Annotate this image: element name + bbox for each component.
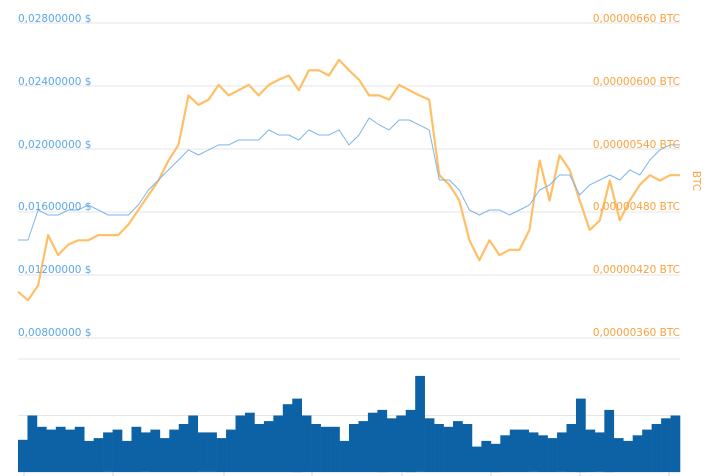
volume-bar xyxy=(623,440,634,472)
volume-bar xyxy=(547,438,558,472)
volume-bar xyxy=(159,438,170,472)
volume-bar xyxy=(169,429,180,472)
volume-bar xyxy=(509,429,520,472)
volume-bar xyxy=(207,432,217,472)
volume-bar xyxy=(339,440,350,472)
right-tick-label: 0,00000480 BTC xyxy=(593,201,680,213)
volume-bar xyxy=(632,435,643,472)
volume-bar xyxy=(642,429,652,472)
volume-bar xyxy=(65,429,76,472)
volume-bar xyxy=(528,432,539,472)
volume-bar xyxy=(566,424,577,472)
volume-bar xyxy=(604,409,615,473)
volume-bars xyxy=(18,375,681,473)
volume-bar xyxy=(320,426,331,472)
volume-bar xyxy=(443,426,454,472)
volume-bar xyxy=(661,418,671,472)
right-tick-label: 0,00000420 BTC xyxy=(593,264,680,276)
left-tick-label: 0,02800000 $ xyxy=(18,13,91,25)
volume-bar xyxy=(405,409,416,473)
left-tick-label: 0,02400000 $ xyxy=(18,76,91,88)
volume-bar xyxy=(263,421,274,472)
volume-bar xyxy=(27,415,38,472)
volume-bar xyxy=(519,429,529,472)
right-axis-title: BTC xyxy=(690,171,702,191)
volume-bar xyxy=(36,426,47,472)
volume-bar xyxy=(93,438,104,472)
right-tick-label: 0,00000540 BTC xyxy=(593,139,680,151)
volume-bar xyxy=(424,418,435,472)
volume-bar xyxy=(122,440,132,472)
volume-bar xyxy=(594,432,605,472)
volume-bar xyxy=(670,415,681,472)
volume-bar xyxy=(216,438,227,472)
volume-bar xyxy=(557,432,567,472)
volume-bar xyxy=(301,415,312,472)
right-tick-label: 0,00000660 BTC xyxy=(593,13,680,25)
volume-bar xyxy=(330,426,340,472)
volume-bar xyxy=(74,426,85,472)
volume-bar xyxy=(481,440,492,472)
volume-bar xyxy=(585,429,596,472)
volume-bar xyxy=(490,443,501,473)
volume-bar xyxy=(358,421,369,472)
left-tick-label: 0,02000000 $ xyxy=(18,139,91,151)
left-tick-label: 0,01200000 $ xyxy=(18,264,91,276)
right-tick-label: 0,00000600 BTC xyxy=(593,76,680,88)
volume-bar xyxy=(188,415,198,472)
volume-bar xyxy=(453,421,463,472)
volume-bar xyxy=(377,409,388,473)
volume-bar xyxy=(273,415,284,472)
btc-price-line xyxy=(17,58,680,302)
volume-bar xyxy=(84,440,94,472)
volume-bar xyxy=(386,418,397,472)
left-tick-label: 0,01600000 $ xyxy=(18,201,91,213)
volume-bar xyxy=(538,435,548,472)
volume-bar xyxy=(349,424,359,472)
volume-bar xyxy=(112,429,123,472)
price-lines xyxy=(17,58,680,302)
volume-bar xyxy=(415,375,425,472)
volume-bar xyxy=(254,424,265,472)
volume-bar xyxy=(651,424,662,472)
volume-bar xyxy=(140,432,151,472)
axis-labels: 0,00800000 $ 0,01200000 $ 0,01600000 $ 0… xyxy=(18,13,702,339)
volume-bar xyxy=(462,424,473,472)
volume-bar xyxy=(292,398,303,473)
volume-bar xyxy=(18,439,28,472)
volume-bar xyxy=(367,412,378,472)
volume-bar xyxy=(434,424,444,472)
left-tick-label: 0,00800000 $ xyxy=(18,327,91,339)
right-tick-label: 0,00000360 BTC xyxy=(593,327,680,339)
volume-bar xyxy=(311,424,321,472)
volume-bar xyxy=(131,426,142,472)
volume-bar xyxy=(575,398,586,473)
usd-price-line xyxy=(18,117,680,241)
volume-bar xyxy=(150,429,161,472)
volume-bar xyxy=(282,404,293,472)
volume-bar xyxy=(55,426,66,472)
volume-bar xyxy=(178,424,189,472)
volume-bar xyxy=(471,446,482,472)
volume-bar xyxy=(396,415,407,472)
volume-bar xyxy=(500,435,511,472)
volume-bar xyxy=(226,429,236,472)
volume-bar xyxy=(235,415,246,472)
volume-bar xyxy=(244,412,255,472)
volume-bar xyxy=(613,438,624,472)
volume-bar xyxy=(197,432,208,472)
volume-bar xyxy=(103,432,113,472)
volume-bar xyxy=(46,429,57,472)
